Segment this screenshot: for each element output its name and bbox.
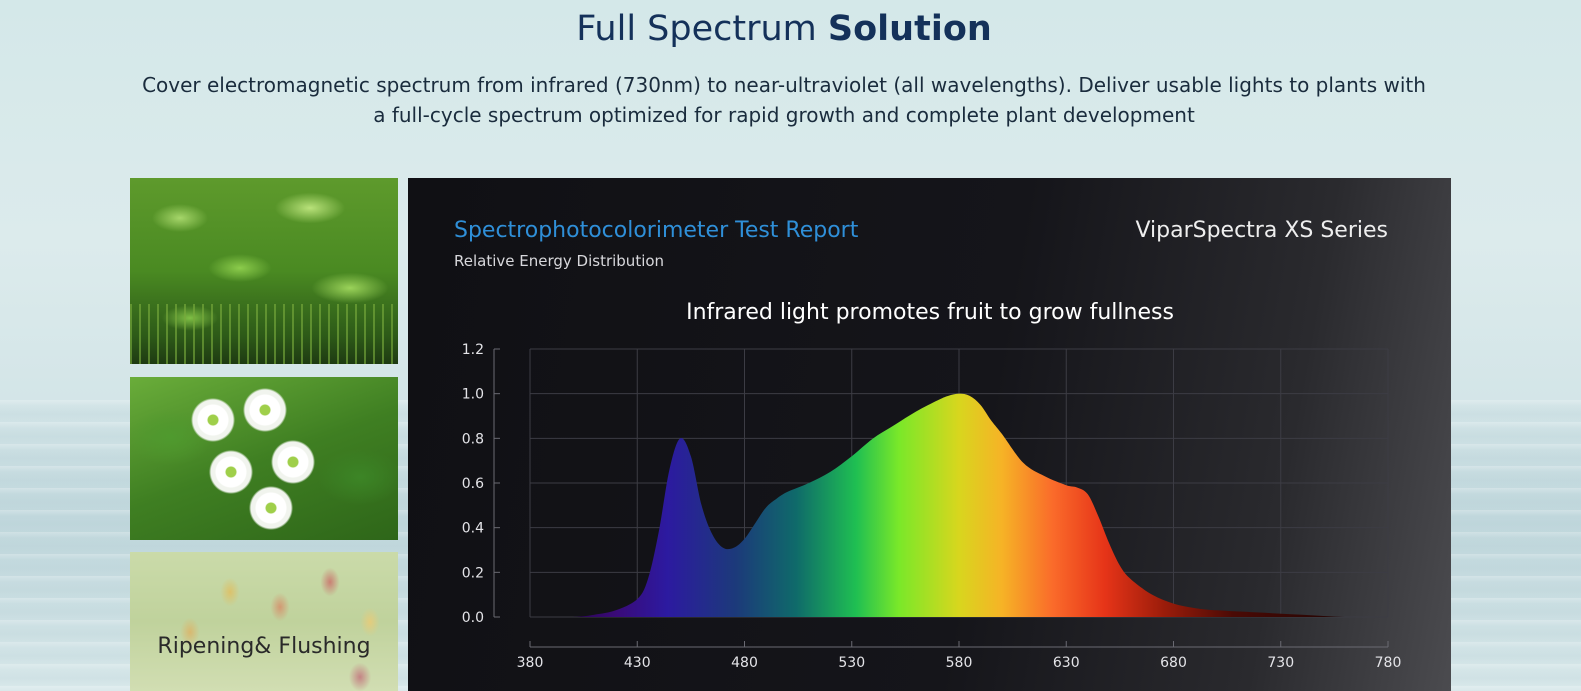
x-tick-label: 380 xyxy=(517,655,544,671)
x-tick-label: 780 xyxy=(1375,655,1402,671)
spectrum-report-panel: Spectrophotocolorimeter Test Report Rela… xyxy=(408,178,1451,691)
flower xyxy=(248,485,294,531)
x-axis-ticks: 380 430 480 530 580 630 680 730 780 xyxy=(517,641,1402,671)
x-tick-label: 730 xyxy=(1267,655,1294,671)
y-tick-label: 0.8 xyxy=(462,431,484,447)
x-tick-label: 530 xyxy=(838,655,865,671)
flower xyxy=(208,449,254,495)
x-tick-label: 680 xyxy=(1160,655,1187,671)
page-title: Full Spectrum Solution xyxy=(0,9,1568,49)
report-subtitle: Relative Energy Distribution xyxy=(454,252,664,270)
y-axis-ticks: 1.2 1.0 0.8 0.6 0.4 0.2 0.0 xyxy=(462,342,500,626)
y-tick-label: 0.4 xyxy=(462,521,484,537)
spectrum-area xyxy=(530,393,1388,617)
flowers-photo xyxy=(130,377,398,540)
chart-title: Infrared light promotes fruit to grow fu… xyxy=(686,300,1174,325)
y-tick-label: 0.2 xyxy=(462,565,484,581)
y-tick-label: 1.2 xyxy=(462,342,484,358)
photo-caption: Ripening& Flushing xyxy=(157,634,371,659)
flower xyxy=(190,397,236,443)
flower xyxy=(242,387,288,433)
x-tick-label: 630 xyxy=(1053,655,1080,671)
brand-label: ViparSpectra XS Series xyxy=(1135,218,1388,243)
y-tick-label: 1.0 xyxy=(462,387,484,403)
y-tick-label: 0.6 xyxy=(462,476,484,492)
page-subtitle: Cover electromagnetic spectrum from infr… xyxy=(142,73,1426,127)
x-tick-label: 580 xyxy=(946,655,973,671)
y-tick-label: 0.0 xyxy=(462,610,484,626)
x-tick-label: 430 xyxy=(624,655,651,671)
x-tick-label: 480 xyxy=(731,655,758,671)
title-bold: Solution xyxy=(827,9,992,49)
report-title: Spectrophotocolorimeter Test Report xyxy=(454,218,859,243)
flower xyxy=(270,439,316,485)
peppers-photo: Ripening& Flushing xyxy=(130,552,398,691)
spectrum-chart: Spectrophotocolorimeter Test Report Rela… xyxy=(454,218,1402,671)
seedlings-photo xyxy=(130,178,398,364)
photo-overlay xyxy=(130,552,398,691)
title-regular: Full Spectrum xyxy=(576,9,817,49)
